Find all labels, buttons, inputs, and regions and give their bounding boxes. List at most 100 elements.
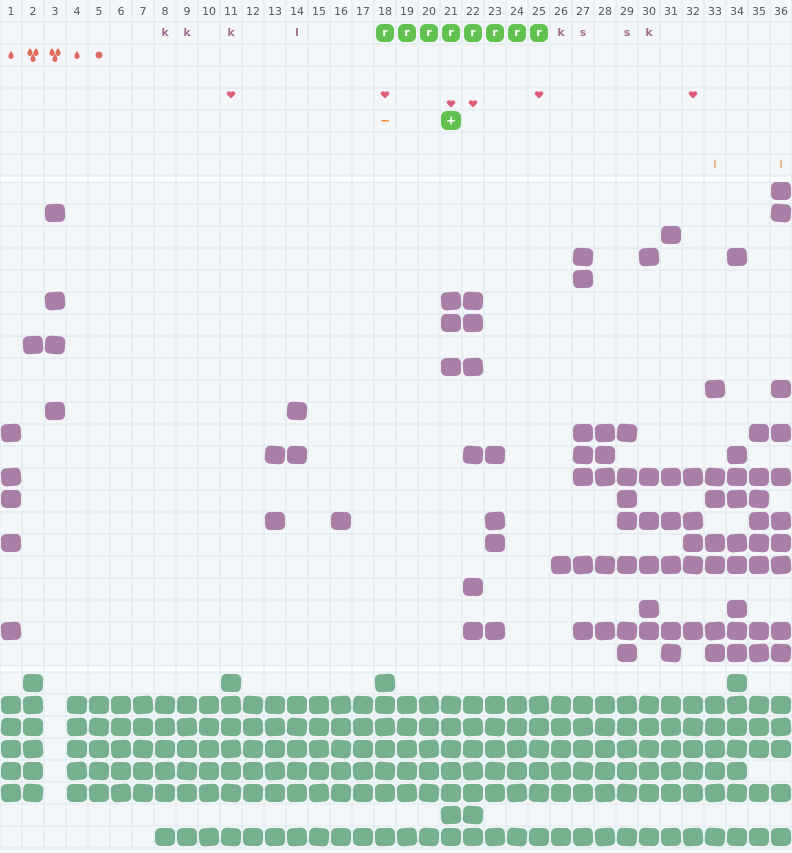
blob <box>242 783 264 803</box>
blob <box>23 762 43 780</box>
blob <box>594 717 616 737</box>
blob <box>396 761 418 781</box>
blob <box>352 739 374 759</box>
blob <box>66 761 88 781</box>
blob <box>286 717 308 737</box>
blob <box>770 621 792 641</box>
blob <box>506 717 528 737</box>
blob <box>638 827 660 847</box>
blob <box>638 247 660 267</box>
blob <box>286 739 308 759</box>
blob <box>726 599 748 619</box>
blob <box>770 695 792 715</box>
blob <box>0 695 22 715</box>
blob <box>330 827 352 847</box>
blob <box>176 761 198 781</box>
blob <box>198 739 220 759</box>
blob <box>705 644 725 662</box>
blob <box>704 761 726 781</box>
blob <box>704 533 726 553</box>
column-number: 27 <box>576 5 590 18</box>
blob <box>22 717 44 737</box>
column-number: 15 <box>312 5 326 18</box>
blob <box>440 783 462 803</box>
blob <box>66 717 88 737</box>
letter: k <box>227 26 235 39</box>
blob <box>748 739 770 759</box>
blob <box>88 717 110 737</box>
blob <box>704 739 726 759</box>
letter: k <box>161 26 169 39</box>
column-number: 32 <box>686 5 700 18</box>
blob <box>616 643 638 663</box>
blob <box>374 761 396 781</box>
blob <box>660 695 682 715</box>
blob <box>748 489 770 509</box>
blob <box>770 717 792 737</box>
column-number: 25 <box>532 5 546 18</box>
bar-marker: I <box>713 158 716 171</box>
blob <box>154 761 176 781</box>
blob <box>440 695 462 715</box>
items: 1 2 3 4 5 6 7 8 9 10 11 12 13 14 15 16 17 18 19 20 21 22 23 24 2… <box>0 5 792 847</box>
blob <box>550 695 572 715</box>
blob <box>616 827 638 847</box>
blob <box>155 828 175 846</box>
blob <box>726 621 748 641</box>
blob <box>89 696 109 714</box>
column-number: 28 <box>598 5 612 18</box>
blob <box>704 489 726 509</box>
blob <box>594 621 616 641</box>
column-number: 8 <box>162 5 169 18</box>
blob <box>419 762 439 780</box>
blob <box>308 695 330 715</box>
blob <box>331 718 351 736</box>
blob <box>265 784 285 802</box>
blob <box>594 695 616 715</box>
blob <box>572 445 594 465</box>
marker: − <box>380 114 390 128</box>
blob <box>0 717 22 737</box>
blob <box>506 783 528 803</box>
blob <box>352 783 374 803</box>
blob <box>572 269 594 289</box>
blob <box>352 695 374 715</box>
blob <box>572 717 594 737</box>
blob <box>484 717 506 737</box>
column-number: 29 <box>620 5 634 18</box>
blob <box>242 695 264 715</box>
blob <box>572 695 594 715</box>
blob <box>528 783 550 803</box>
blob <box>198 695 220 715</box>
blob <box>594 761 616 781</box>
blob <box>704 695 726 715</box>
blob <box>748 511 770 531</box>
blob <box>639 512 659 530</box>
blob <box>485 696 505 714</box>
letter: k <box>183 26 191 39</box>
blob <box>572 247 594 267</box>
column-number: 30 <box>642 5 656 18</box>
blob <box>770 203 792 223</box>
blob <box>110 695 132 715</box>
blob <box>308 761 330 781</box>
blob <box>374 827 396 847</box>
blob <box>462 805 484 825</box>
blob <box>573 740 593 758</box>
column-number: 5 <box>96 5 103 18</box>
blob <box>198 827 220 847</box>
blob <box>44 291 66 311</box>
blob <box>484 445 506 465</box>
blob <box>132 783 154 803</box>
blob <box>330 739 352 759</box>
column-number: 16 <box>334 5 348 18</box>
blob <box>374 783 396 803</box>
blob <box>154 695 176 715</box>
blob <box>440 717 462 737</box>
blob <box>770 555 792 575</box>
column-number: 21 <box>444 5 458 18</box>
blob <box>660 761 682 781</box>
column-number: 12 <box>246 5 260 18</box>
blob <box>727 718 747 736</box>
blob <box>660 717 682 737</box>
